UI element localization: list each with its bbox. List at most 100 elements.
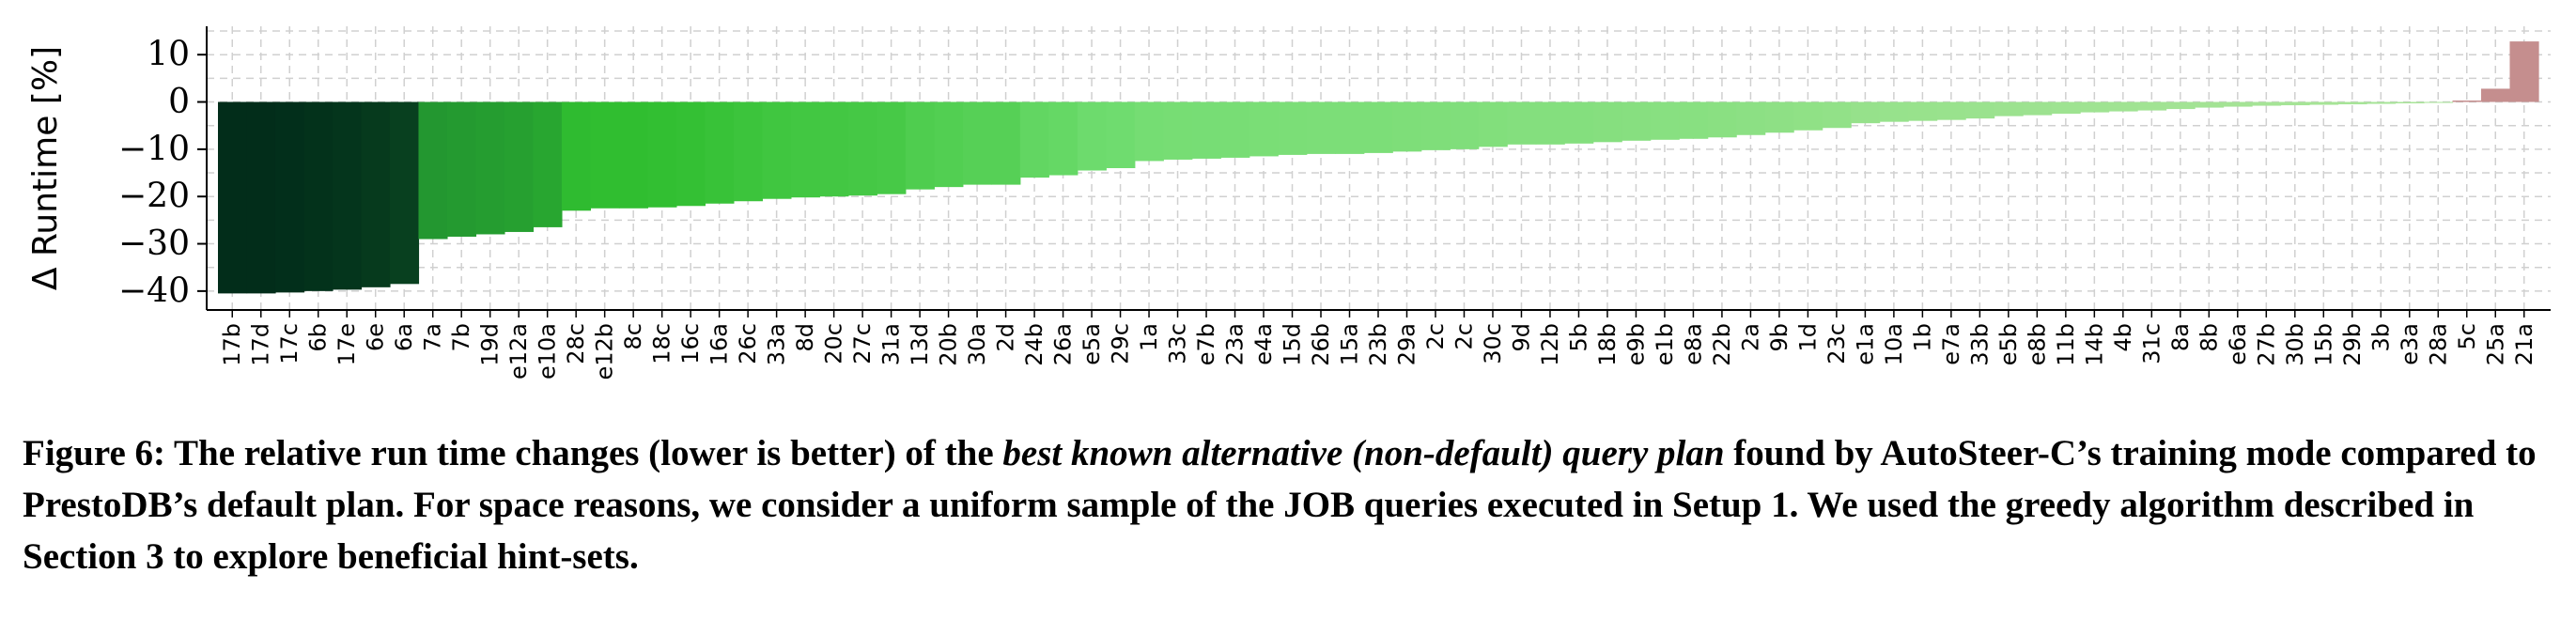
x-tick-label: e4a (1250, 323, 1277, 365)
x-tick-label: 33a (764, 323, 790, 365)
bar (2309, 101, 2339, 105)
bar (1048, 101, 1079, 176)
x-tick-label: 21a (2511, 323, 2537, 365)
x-tick-label: 2d (993, 323, 1019, 352)
x-tick-label: 29a (1393, 323, 1420, 365)
bar (1249, 101, 1279, 157)
x-tick-label: 16c (677, 323, 704, 364)
x-tick-label: 26a (1050, 323, 1077, 365)
x-tick-label: 4b (2110, 323, 2136, 352)
x-tick-label: 31c (2138, 323, 2165, 364)
bar (762, 101, 792, 199)
x-tick-label: 16a (706, 323, 733, 365)
x-tick-label: 15d (1280, 323, 1306, 366)
bar (733, 101, 763, 202)
x-ticks: 17b 17d 17c 6b 17e 6e 6a 7a 7b 19d e12a e10a 28c e12b… (219, 310, 2537, 380)
bar (418, 101, 448, 240)
bar (1306, 101, 1336, 154)
x-tick-label: e7a (1938, 323, 1964, 365)
x-tick-label: e9b (1622, 323, 1649, 365)
bar (2108, 101, 2138, 112)
x-tick-label: 26c (735, 323, 761, 364)
figure-caption: Figure 6: The relative run time changes … (23, 427, 2559, 582)
x-tick-label: 17e (334, 323, 360, 365)
x-tick-label: e8b (2024, 323, 2050, 365)
x-tick-label: 6e (363, 323, 389, 351)
x-tick-label: 30c (1480, 323, 1506, 364)
caption-emphasis: best known alternative (non-default) que… (1002, 433, 1725, 473)
bar (1191, 101, 1221, 159)
x-tick-label: 28c (563, 323, 589, 364)
bar (1622, 101, 1652, 141)
bar (1163, 101, 1193, 160)
bar (2452, 101, 2482, 102)
bar (2165, 101, 2196, 110)
y-tick-label: 0 (168, 83, 190, 121)
bar (246, 101, 276, 294)
x-tick-label: 30b (2282, 323, 2308, 366)
x-tick-label: 1b (1909, 323, 1935, 352)
x-tick-label: 1d (1794, 323, 1821, 352)
x-tick-label: 22b (1709, 323, 1735, 366)
x-tick-label: 18b (1594, 323, 1621, 366)
bar (533, 101, 563, 227)
x-tick-label: e1b (1652, 323, 1678, 365)
bar (2424, 101, 2454, 103)
x-tick-label: 6b (305, 323, 332, 352)
x-tick-label: 29b (2339, 323, 2366, 366)
bar (1736, 101, 1766, 135)
x-tick-label: 9b (1766, 323, 1792, 352)
bar (1650, 101, 1680, 140)
x-tick-label: 14b (2081, 323, 2107, 366)
x-tick-label: 1a (1136, 323, 1162, 351)
x-tick-label: 33c (1165, 323, 1191, 364)
x-tick-label: 23c (1823, 323, 1850, 364)
bar (1335, 101, 1365, 154)
bar (2395, 101, 2425, 104)
bar (1478, 101, 1508, 147)
bar (877, 101, 907, 194)
bar (1220, 101, 1250, 158)
bar (1019, 101, 1049, 178)
bar (2280, 101, 2310, 106)
bar (1363, 101, 1393, 153)
x-tick-label: e1a (1852, 323, 1878, 365)
y-tick-label: −20 (118, 178, 190, 216)
bar (2252, 101, 2282, 106)
bar (2509, 41, 2539, 102)
caption-prefix: Figure 6: The relative run time changes … (23, 433, 1003, 473)
bar (1994, 101, 2024, 116)
x-tick-label: e5a (1079, 323, 1105, 365)
bar (1507, 101, 1537, 145)
bar (2223, 101, 2253, 107)
bar (790, 101, 820, 198)
runtime-bar-chart: 10 0 −10 −20 −30 −40 17b 17d 17c 6b 17e 6e 6a 7a 7b 19… (26, 26, 2551, 380)
x-tick-label: 17c (276, 323, 303, 364)
bar (1564, 101, 1594, 144)
x-tick-label: 15b (2310, 323, 2336, 366)
bar (618, 101, 649, 209)
bar (475, 101, 505, 235)
x-tick-label: 3b (2367, 323, 2394, 352)
bar-series (218, 41, 2539, 294)
bar (2051, 101, 2081, 115)
bar (2337, 101, 2367, 105)
bar (1535, 101, 1565, 145)
bar (361, 101, 391, 287)
x-tick-label: 7a (420, 323, 446, 351)
x-tick-label: 5b (1565, 323, 1591, 352)
x-tick-label: e12b (592, 323, 618, 380)
x-tick-label: 11b (2053, 323, 2079, 366)
bar (1965, 101, 1995, 119)
x-tick-label: 27b (2253, 323, 2279, 366)
x-tick-label: 30a (964, 323, 990, 365)
x-tick-label: 7b (448, 323, 474, 352)
x-tick-label: 8b (2196, 323, 2222, 352)
bar (1707, 101, 1737, 138)
y-tick-label: 10 (147, 36, 190, 74)
bar (962, 101, 992, 185)
x-tick-label: e8a (1680, 323, 1706, 365)
bar (1592, 101, 1622, 143)
x-tick-label: 28a (2425, 323, 2451, 365)
caption-suffix: found by AutoSteer-C’s training mode com… (23, 433, 2537, 577)
